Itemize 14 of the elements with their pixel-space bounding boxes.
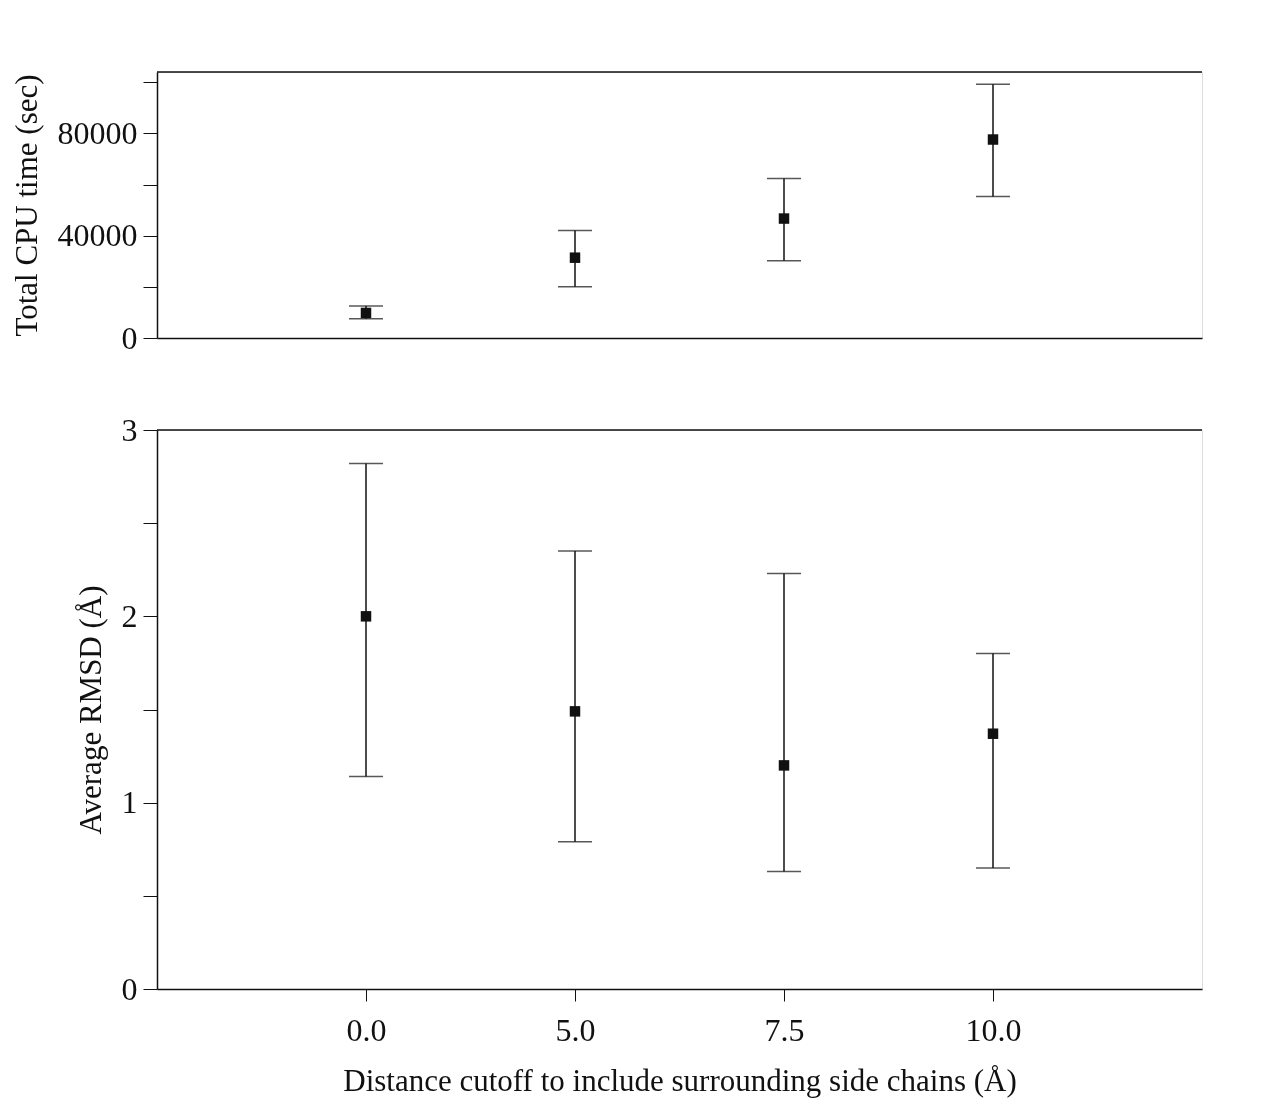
- x-tick-label: 10.0: [965, 1011, 1022, 1048]
- x-tick-label: 5.0: [555, 1011, 596, 1048]
- y-tick-label: 1: [121, 784, 138, 821]
- y-tick-label: 0: [121, 970, 138, 1007]
- x-tick-label: 0.0: [346, 1011, 387, 1048]
- y-tick-label: 40000: [57, 217, 138, 254]
- x-tick-label: 7.5: [764, 1011, 805, 1048]
- y-axis-title: Average RMSD (Å): [72, 585, 108, 835]
- y-axis-title: Total CPU time (sec): [8, 74, 44, 337]
- x-axis-title: Distance cutoff to include surrounding side chains (Å): [343, 1062, 1017, 1098]
- y-tick-label: 80000: [57, 114, 138, 151]
- y-tick-label: 0: [121, 319, 138, 356]
- y-tick-label: 3: [121, 411, 138, 448]
- y-tick-label: 2: [121, 597, 138, 634]
